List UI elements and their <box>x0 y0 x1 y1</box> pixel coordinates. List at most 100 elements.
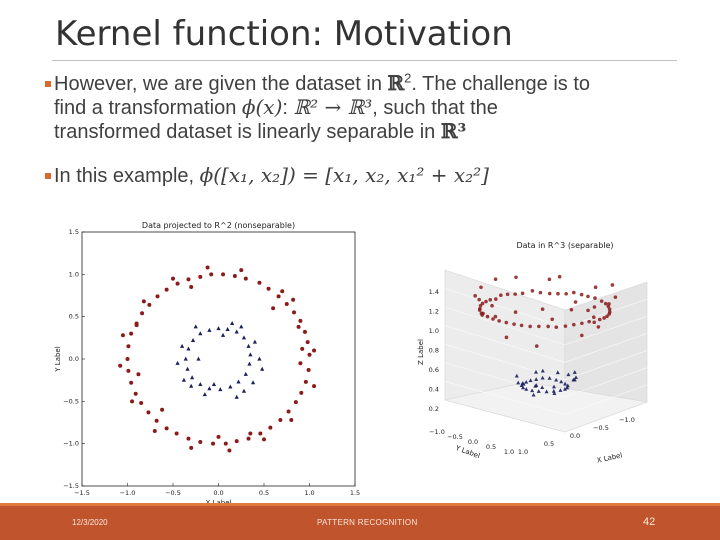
data-point-outer <box>579 292 584 297</box>
data-point-outer <box>246 436 251 441</box>
data-point-outer <box>592 305 597 309</box>
y-tick-label: 0.5 <box>486 443 496 451</box>
data-point-inner <box>534 383 539 387</box>
data-point-inner <box>230 321 235 326</box>
data-point-inner <box>228 384 233 389</box>
data-point-outer <box>477 297 481 302</box>
data-point-outer <box>564 291 568 296</box>
data-point-inner <box>547 376 552 380</box>
data-point-outer <box>291 297 296 302</box>
data-point-inner <box>524 379 529 384</box>
data-point-outer <box>593 285 598 289</box>
data-point-outer <box>494 297 498 301</box>
data-point-outer <box>505 292 510 297</box>
x-tick-label: 0.0 <box>213 489 223 497</box>
data-point-outer <box>599 299 604 303</box>
data-point-inner <box>207 327 212 332</box>
data-point-inner <box>514 373 519 378</box>
data-point-outer <box>597 317 602 322</box>
x-tick-label: −1.0 <box>619 416 635 424</box>
data-point-outer <box>171 276 175 281</box>
bullet-marker <box>45 173 51 179</box>
x-tick-label: −1.0 <box>120 489 136 497</box>
data-point-inner <box>544 389 549 394</box>
bullet-2: In this example, ϕ([x₁, x₂]) = [x₁, x₂, … <box>45 164 685 188</box>
footer-title: PATTERN RECOGNITION <box>317 518 418 527</box>
data-point-outer <box>266 286 271 291</box>
data-point-outer <box>160 407 165 412</box>
data-point-inner <box>220 332 226 337</box>
data-point-outer <box>140 311 145 316</box>
data-point-outer <box>572 290 576 295</box>
x-axis-label: X Label <box>596 451 623 464</box>
x-tick-label: −0.5 <box>165 489 181 497</box>
data-point-inner <box>241 335 247 340</box>
data-point-outer <box>608 310 612 314</box>
data-point-outer <box>289 417 294 422</box>
data-point-outer <box>586 308 590 313</box>
data-point-inner <box>207 386 212 391</box>
data-point-inner <box>248 352 253 357</box>
data-point-outer <box>477 308 482 312</box>
data-point-inner <box>521 385 526 390</box>
data-point-inner <box>524 386 529 391</box>
data-point-inner <box>516 380 521 385</box>
data-point-inner <box>566 372 571 377</box>
data-point-outer <box>547 291 552 296</box>
data-point-outer <box>490 303 494 308</box>
grid-line <box>564 384 648 415</box>
data-point-outer <box>120 333 125 338</box>
data-point-outer <box>603 301 608 306</box>
data-point-outer <box>205 265 210 270</box>
data-point-outer <box>198 274 203 279</box>
data-point-inner <box>530 388 535 393</box>
data-point-inner <box>190 375 195 380</box>
data-point-outer <box>493 314 498 319</box>
data-point-outer <box>130 399 135 404</box>
data-point-inner <box>234 329 239 334</box>
data-point-outer <box>587 319 591 324</box>
data-point-outer <box>513 310 518 314</box>
bullet-1: However, we are given the dataset in ℝ2.… <box>45 70 685 144</box>
data-point-inner <box>563 381 568 386</box>
data-point-outer <box>485 314 490 319</box>
x-tick-label: −1.5 <box>74 489 90 497</box>
data-point-outer <box>519 323 524 328</box>
bullet-1-text: However, we are given the dataset in ℝ2.… <box>54 70 591 143</box>
y-tick-label: −0.5 <box>447 433 463 441</box>
data-point-outer <box>573 300 578 304</box>
slide-title: Kernel function: Motivation <box>55 14 513 54</box>
data-point-inner <box>540 375 545 380</box>
data-point-outer <box>479 285 483 290</box>
grid-line <box>564 316 648 346</box>
y-tick-label: −1.0 <box>63 440 79 448</box>
data-point-outer <box>307 352 312 357</box>
data-point-outer <box>118 363 123 368</box>
data-point-outer <box>164 426 169 431</box>
data-point-outer <box>129 380 134 385</box>
data-point-outer <box>280 289 285 294</box>
data-point-outer <box>488 298 493 302</box>
data-point-outer <box>312 348 317 353</box>
data-point-inner <box>555 370 560 375</box>
z-tick-label: 1.4 <box>429 288 439 296</box>
y-tick-label: 1.0 <box>69 270 79 278</box>
x-tick-label: −0.5 <box>593 424 609 432</box>
grid-line <box>444 362 566 398</box>
data-point-inner <box>528 378 533 383</box>
grid-line <box>444 306 566 346</box>
data-point-outer <box>154 418 159 423</box>
data-point-outer <box>499 293 503 298</box>
y-tick-label: −1.5 <box>63 482 79 490</box>
data-point-outer <box>216 434 221 439</box>
z-tick-label: 1.2 <box>429 308 439 316</box>
data-point-outer <box>175 281 180 286</box>
data-point-outer <box>227 448 232 453</box>
plot-area <box>81 231 356 487</box>
data-point-inner <box>552 391 557 396</box>
data-point-outer <box>592 320 596 325</box>
data-point-outer <box>198 439 203 444</box>
grid-line <box>444 343 566 381</box>
data-point-outer <box>504 335 509 340</box>
data-point-outer <box>303 379 308 384</box>
